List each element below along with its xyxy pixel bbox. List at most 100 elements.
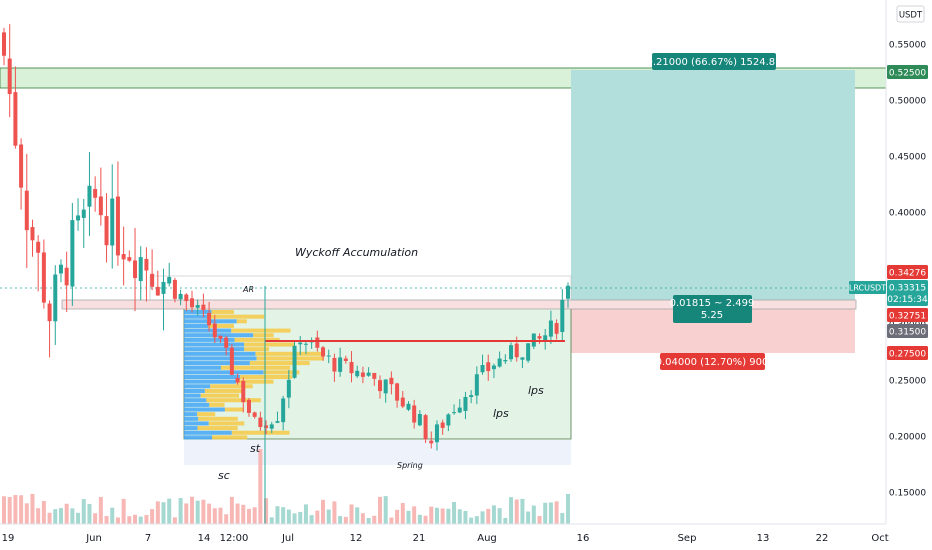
candle-body — [360, 372, 365, 377]
time-tick-label: 16 — [577, 533, 590, 544]
volume-bar — [121, 498, 126, 524]
candle-body — [338, 357, 343, 372]
candle-body — [480, 365, 485, 373]
candle-body — [121, 254, 126, 260]
candle-body — [167, 277, 172, 284]
profile-row-down — [184, 412, 198, 417]
candle-body — [452, 412, 457, 414]
candle-body — [497, 358, 502, 367]
profile-row-up — [234, 337, 280, 342]
candle-body — [76, 215, 81, 221]
volume-bar — [349, 504, 354, 524]
candle-body — [321, 347, 326, 357]
candle-body — [184, 294, 189, 302]
volume-bar — [343, 516, 348, 524]
candle-body — [115, 196, 120, 256]
profile-row-down — [184, 361, 250, 366]
volume-bar — [258, 449, 263, 524]
stop-label: 0.04000 (12.70%) 900 — [656, 353, 768, 370]
profile-row-down — [184, 421, 209, 426]
volume-bar — [201, 499, 206, 524]
profile-row-up — [231, 328, 291, 333]
volume-bar — [429, 506, 434, 524]
volume-bar — [446, 508, 451, 524]
time-tick-label: Oct — [871, 533, 888, 544]
time-tick-label: 14 — [198, 533, 211, 544]
candle-body — [503, 360, 508, 362]
price-axis[interactable]: 0.550000.500000.450000.400000.350000.300… — [885, 0, 932, 524]
volume-bar — [360, 513, 365, 524]
volume-bar — [326, 509, 331, 524]
candle-body — [246, 399, 251, 413]
candle-body — [172, 279, 177, 299]
candle-body — [13, 92, 18, 146]
volume-bar — [321, 499, 326, 524]
volume-bar — [224, 514, 229, 524]
candle-body — [161, 281, 166, 294]
volume-bar — [315, 510, 320, 524]
candle-body — [326, 355, 331, 357]
lps-label-2: lps — [528, 384, 544, 397]
candle-body — [19, 144, 24, 188]
candle-body — [303, 343, 308, 345]
volume-bar — [338, 516, 343, 524]
candle-body — [429, 440, 434, 444]
candle-body — [315, 337, 320, 348]
profile-row-up — [220, 365, 291, 370]
candle-body — [566, 285, 570, 299]
candle-body — [264, 425, 269, 429]
volume-bar — [19, 495, 24, 524]
volume-bar — [400, 503, 405, 524]
volume-bar — [463, 510, 468, 524]
volume-bar — [241, 504, 246, 524]
candle-body — [275, 421, 280, 423]
volume-bar — [30, 493, 35, 524]
candle-body — [93, 188, 98, 198]
profile-row-down — [184, 407, 225, 412]
candle-body — [155, 286, 160, 296]
profile-row-down — [184, 347, 245, 352]
candle-body — [292, 345, 297, 378]
volume-bar — [235, 503, 240, 524]
candle-body — [41, 252, 46, 303]
svg-text:0.32751: 0.32751 — [889, 312, 926, 322]
volume-bar — [138, 516, 143, 524]
candle-body — [366, 372, 371, 376]
price-tag-stop: 0.27500 — [887, 346, 928, 360]
volume-bar — [423, 515, 428, 524]
profile-row-up — [212, 435, 248, 440]
ar-label: AR — [242, 285, 254, 294]
volume-bar — [434, 507, 439, 524]
candle-body — [298, 342, 303, 345]
volume-bar — [218, 507, 223, 524]
volume-bar — [332, 501, 337, 524]
price-tick-label: 0.40000 — [889, 209, 926, 219]
time-tick-label: Aug — [477, 533, 497, 544]
price-tick-label: 0.15000 — [889, 489, 926, 499]
volume-bar — [7, 496, 12, 524]
volume-bar — [412, 506, 417, 524]
profile-row-down — [184, 384, 211, 389]
volume-bar — [497, 508, 502, 524]
long-position-target-zone[interactable] — [571, 70, 855, 305]
candle-body — [64, 267, 69, 286]
svg-text:0.21000 (66.67%) 1524.87: 0.21000 (66.67%) 1524.87 — [647, 57, 782, 68]
currency-label[interactable]: USDT — [896, 5, 925, 23]
candle-body — [548, 320, 553, 337]
candle-body — [457, 407, 462, 413]
candle-body — [423, 415, 428, 440]
profile-row-up — [208, 323, 234, 328]
candle-body — [235, 377, 240, 383]
volume-bar — [395, 509, 400, 524]
profile-row-down — [184, 365, 221, 370]
time-axis[interactable]: 19 Jun 7 14 12:00 Jul 12 21 Aug 16 Sep 13 22 Oct — [0, 523, 932, 550]
volume-bar — [150, 509, 155, 524]
candle-body — [520, 357, 525, 360]
candle-body — [400, 397, 405, 407]
profile-row-up — [200, 393, 240, 398]
candle-body — [81, 209, 86, 218]
candle-body — [104, 216, 109, 246]
volume-bar — [246, 508, 251, 524]
volume-bar — [81, 499, 86, 524]
